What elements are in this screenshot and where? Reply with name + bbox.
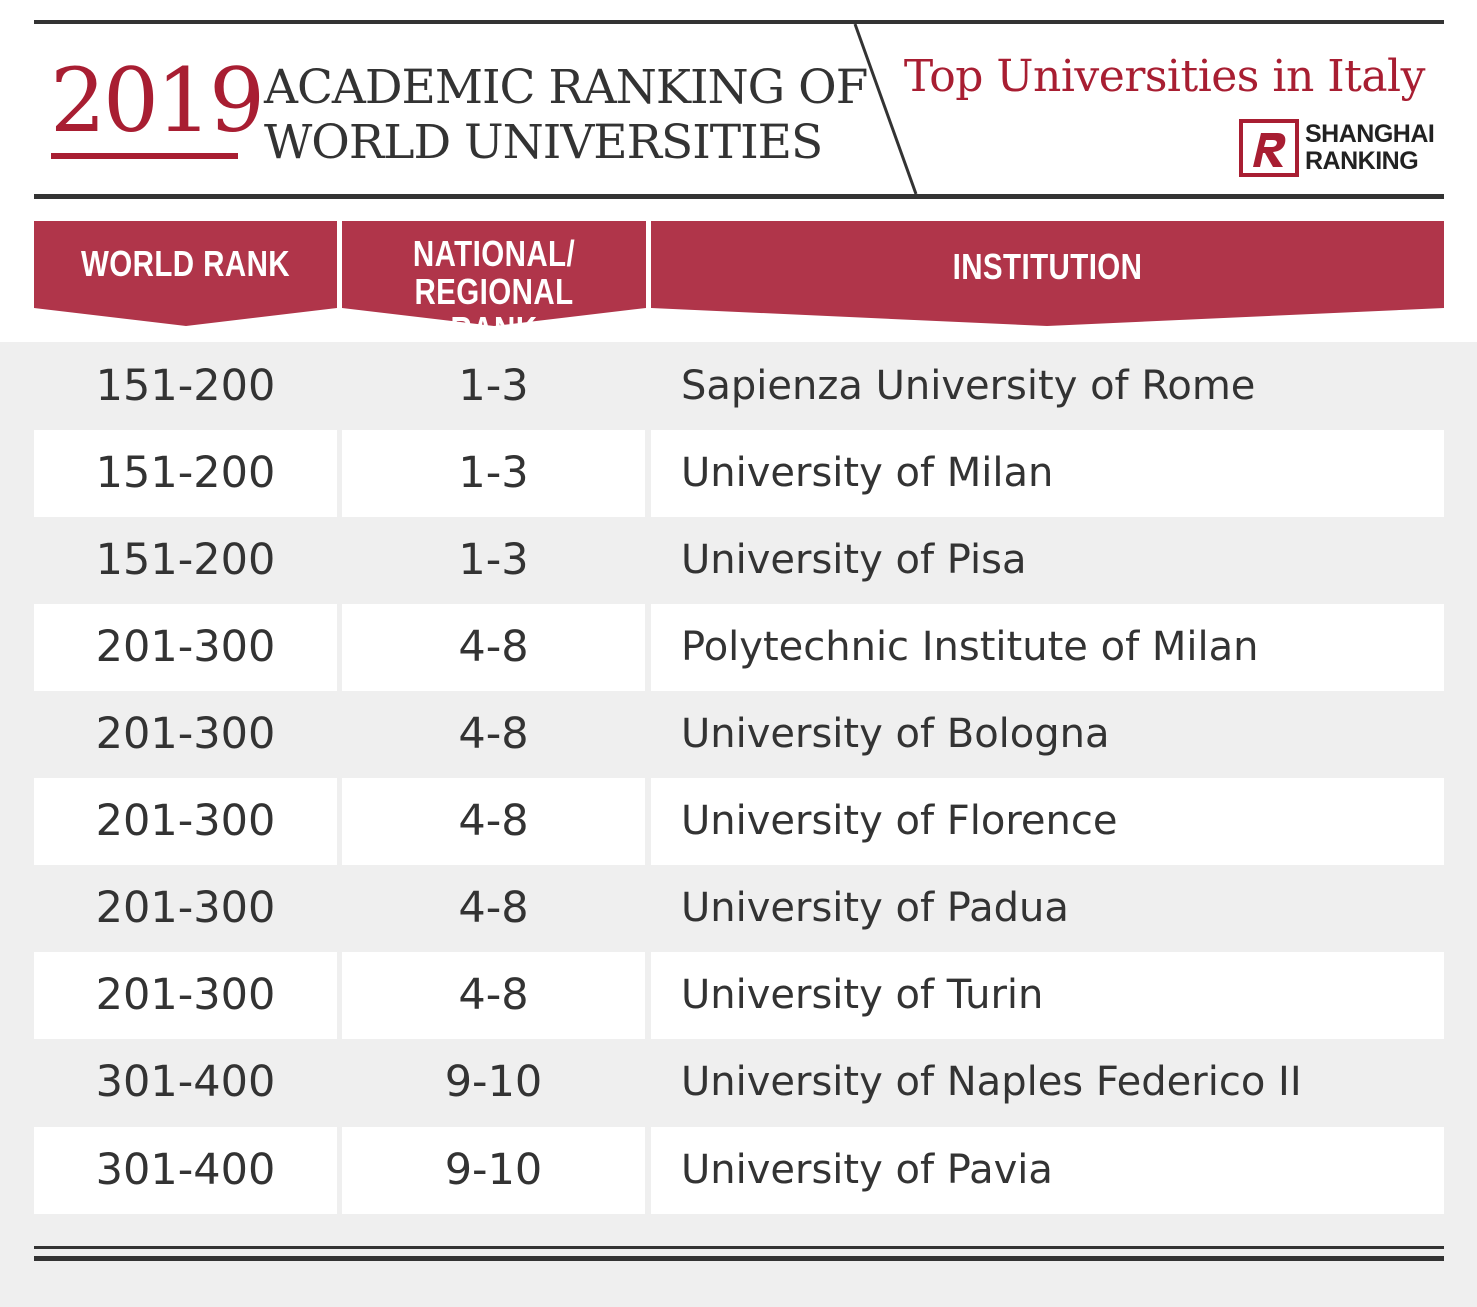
institution-cell: Sapienza University of Rome [681, 363, 1256, 409]
world-rank-cell: 151-200 [95, 535, 276, 585]
table-row: 301-400 9-10 University of Pavia [34, 1127, 1444, 1214]
institution-cell: University of Pisa [681, 537, 1027, 583]
table-row: 201-300 4-8 University of Florence [34, 778, 1444, 865]
world-rank-banner [34, 221, 337, 326]
national-rank-cell: 4-8 [342, 778, 645, 865]
world-rank-cell: 301-400 [34, 1127, 337, 1214]
header-bottom-rule [34, 194, 1444, 199]
world-rank-cell: 201-300 [34, 952, 337, 1039]
institution-cell: Polytechnic Institute of Milan [651, 604, 1444, 691]
institution-cell: University of Bologna [681, 711, 1110, 757]
column-header-institution: INSTITUTION [952, 246, 1143, 287]
header-title-line1: ACADEMIC RANKING OF [264, 60, 868, 115]
header-divider [853, 23, 918, 195]
shanghai-ranking-logo: SHANGHAI RANKING [1239, 119, 1435, 177]
logo-text-line1: SHANGHAI [1305, 120, 1435, 148]
bottom-rule-upper [34, 1246, 1444, 1249]
institution-cell: University of Padua [681, 885, 1069, 931]
year-underline [51, 153, 238, 159]
institution-banner [651, 221, 1444, 326]
national-rank-cell: 1-3 [342, 430, 645, 517]
world-rank-cell: 151-200 [34, 430, 337, 517]
institution-cell: University of Pavia [651, 1127, 1444, 1214]
national-rank-cell: 4-8 [458, 883, 529, 933]
institution-cell: University of Turin [651, 952, 1444, 1039]
national-rank-banner [342, 221, 646, 326]
world-rank-cell: 201-300 [34, 778, 337, 865]
world-rank-cell: 301-400 [95, 1057, 276, 1107]
table-row: 151-200 1-3 University of Milan [34, 430, 1444, 517]
ranking-r-icon [1239, 119, 1299, 177]
national-rank-cell: 4-8 [458, 709, 529, 759]
table-row: 201-300 4-8 University of Turin [34, 952, 1444, 1039]
table-row: 151-200 1-3 University of Pisa [34, 517, 1444, 604]
top-rule [34, 20, 1444, 24]
logo-text-line2: RANKING [1305, 147, 1419, 175]
column-header-banners [34, 221, 1444, 326]
world-rank-cell: 201-300 [95, 709, 276, 759]
national-rank-cell: 4-8 [342, 604, 645, 691]
header-title: ACADEMIC RANKING OF WORLD UNIVERSITIES [264, 60, 868, 170]
page-subtitle: Top Universities in Italy [903, 51, 1426, 102]
world-rank-cell: 201-300 [95, 883, 276, 933]
column-header-national-rank: NATIONAL/ REGIONAL RANK [369, 235, 618, 349]
world-rank-cell: 201-300 [34, 604, 337, 691]
table-row: 201-300 4-8 University of Padua [34, 865, 1444, 952]
institution-cell: University of Naples Federico II [681, 1059, 1302, 1105]
table-row: 201-300 4-8 University of Bologna [34, 691, 1444, 778]
header-year: 2019 [50, 49, 265, 152]
column-header-national-line1: NATIONAL/ REGIONAL [412, 233, 576, 312]
table-row: 201-300 4-8 Polytechnic Institute of Mil… [34, 604, 1444, 691]
table-row: 301-400 9-10 University of Naples Federi… [34, 1039, 1444, 1126]
national-rank-cell: 1-3 [458, 361, 529, 411]
institution-cell: University of Milan [651, 430, 1444, 517]
national-rank-cell: 4-8 [342, 952, 645, 1039]
logo-text: SHANGHAI RANKING [1305, 120, 1435, 175]
national-rank-cell: 1-3 [458, 535, 529, 585]
header-title-line2: WORLD UNIVERSITIES [264, 115, 823, 170]
institution-cell: University of Florence [651, 778, 1444, 865]
column-header-world-rank: WORLD RANK [80, 243, 291, 284]
national-rank-cell: 9-10 [444, 1057, 543, 1107]
bottom-rule-lower [34, 1256, 1444, 1261]
table-row: 151-200 1-3 Sapienza University of Rome [34, 343, 1444, 430]
world-rank-cell: 151-200 [95, 361, 276, 411]
national-rank-cell: 9-10 [342, 1127, 645, 1214]
